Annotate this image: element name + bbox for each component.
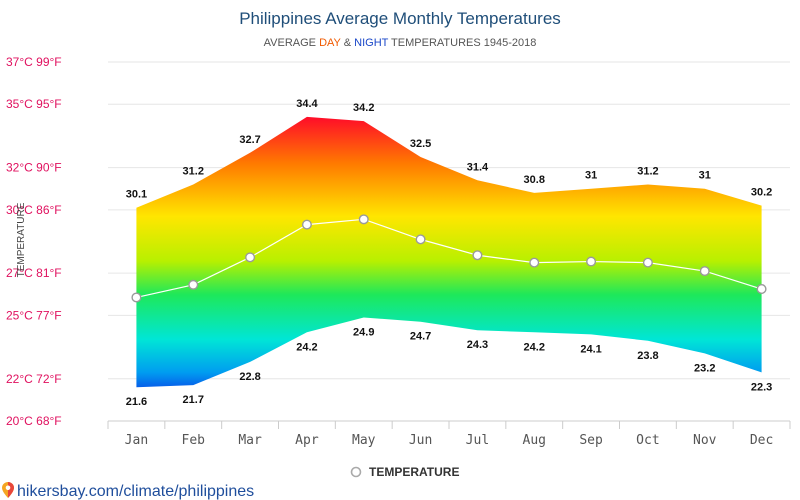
day-value-label: 30.2 bbox=[751, 187, 772, 199]
temperature-point[interactable] bbox=[472, 250, 483, 261]
x-tick-label: Jun bbox=[409, 433, 432, 448]
x-tick-label: May bbox=[352, 433, 376, 448]
plot-area bbox=[136, 116, 762, 388]
night-value-label: 24.2 bbox=[296, 341, 317, 353]
temperature-point[interactable] bbox=[188, 279, 199, 290]
night-value-label: 24.3 bbox=[467, 339, 488, 351]
data-labels: 30.1 31.2 32.7 34.4 34.2 32.5 31.4 30.8 31 31.2 31… bbox=[126, 98, 773, 408]
average-line bbox=[131, 214, 767, 303]
subtitle-day: DAY bbox=[319, 37, 341, 49]
y-tick-label: 27°C 81°F bbox=[6, 266, 62, 280]
temperature-point[interactable] bbox=[529, 257, 540, 268]
x-tick-label: Oct bbox=[636, 433, 659, 448]
temperature-point[interactable] bbox=[586, 256, 597, 267]
day-value-label: 31.2 bbox=[637, 165, 658, 177]
day-value-label: 31 bbox=[585, 170, 597, 182]
y-tick-label: 25°C 77°F bbox=[6, 308, 62, 322]
y-tick-label: 35°C 95°F bbox=[6, 97, 62, 111]
y-tick-label: 30°C 86°F bbox=[6, 203, 62, 217]
night-value-label: 24.1 bbox=[580, 343, 601, 355]
night-value-label: 21.6 bbox=[126, 396, 147, 408]
x-tick-label: Nov bbox=[693, 433, 717, 448]
night-value-label: 24.2 bbox=[524, 341, 545, 353]
x-tick-label: Apr bbox=[295, 433, 319, 448]
day-value-label: 31 bbox=[699, 170, 711, 182]
night-value-label: 24.7 bbox=[410, 331, 431, 343]
x-tick-label: Jul bbox=[466, 433, 489, 448]
day-value-label: 34.4 bbox=[296, 98, 318, 110]
x-tick-label: Aug bbox=[523, 433, 546, 448]
temperature-point[interactable] bbox=[699, 266, 710, 277]
x-tick-label: Dec bbox=[750, 433, 773, 448]
chart-title: Philippines Average Monthly Temperatures bbox=[239, 9, 561, 28]
source-link[interactable]: hikersbay.com/climate/philippines bbox=[2, 482, 254, 500]
legend-label: TEMPERATURE bbox=[369, 465, 459, 479]
temperature-point[interactable] bbox=[245, 252, 256, 263]
map-pin-icon bbox=[2, 482, 14, 498]
y-tick-label: 32°C 90°F bbox=[6, 161, 62, 175]
day-night-band bbox=[136, 116, 762, 388]
y-tick-label: 37°C 99°F bbox=[6, 55, 62, 69]
day-value-label: 31.2 bbox=[183, 165, 204, 177]
day-value-label: 31.4 bbox=[467, 161, 489, 173]
x-axis-ticks: Jan Feb Mar Apr May Jun Jul Aug Sep Oct Nov Dec bbox=[125, 433, 774, 448]
y-tick-label: 20°C 68°F bbox=[6, 414, 62, 428]
day-value-label: 30.8 bbox=[524, 174, 545, 186]
y-axis-ticks: 20°C 68°F 22°C 72°F 25°C 77°F 27°C 81°F 30°C… bbox=[6, 55, 62, 428]
temperature-line bbox=[136, 218, 762, 299]
subtitle-night: NIGHT bbox=[354, 37, 389, 49]
temperature-point[interactable] bbox=[358, 214, 369, 225]
legend[interactable]: TEMPERATURE bbox=[350, 465, 460, 479]
day-value-label: 34.2 bbox=[353, 102, 374, 114]
night-value-label: 24.9 bbox=[353, 327, 374, 339]
subtitle-suffix: TEMPERATURES 1945-2018 bbox=[391, 37, 536, 49]
subtitle-prefix: AVERAGE bbox=[264, 37, 316, 49]
temperature-point[interactable] bbox=[756, 284, 767, 295]
day-value-label: 32.5 bbox=[410, 138, 431, 150]
day-value-label: 32.7 bbox=[239, 134, 260, 146]
night-value-label: 22.8 bbox=[239, 371, 260, 383]
temperature-point[interactable] bbox=[301, 219, 312, 230]
day-value-label: 30.1 bbox=[126, 189, 147, 201]
night-value-label: 22.3 bbox=[751, 381, 772, 393]
night-value-label: 23.8 bbox=[637, 350, 658, 362]
x-tick-label: Sep bbox=[579, 433, 603, 448]
night-value-label: 23.2 bbox=[694, 362, 715, 374]
legend-marker bbox=[350, 466, 362, 478]
source-url: hikersbay.com/climate/philippines bbox=[17, 483, 254, 500]
y-axis-label: TEMPERATURE bbox=[16, 202, 27, 277]
x-tick-label: Jan bbox=[125, 433, 148, 448]
temperature-point[interactable] bbox=[415, 234, 426, 245]
night-value-label: 21.7 bbox=[183, 394, 204, 406]
chart-subtitle: AVERAGE DAY & NIGHT TEMPERATURES 1945-20… bbox=[264, 37, 537, 49]
y-tick-label: 22°C 72°F bbox=[6, 372, 62, 386]
subtitle-amp: & bbox=[344, 37, 352, 49]
x-tick-label: Mar bbox=[238, 433, 262, 448]
x-tick-label: Feb bbox=[182, 433, 206, 448]
temperature-point[interactable] bbox=[642, 257, 653, 268]
temperature-point[interactable] bbox=[131, 292, 142, 303]
